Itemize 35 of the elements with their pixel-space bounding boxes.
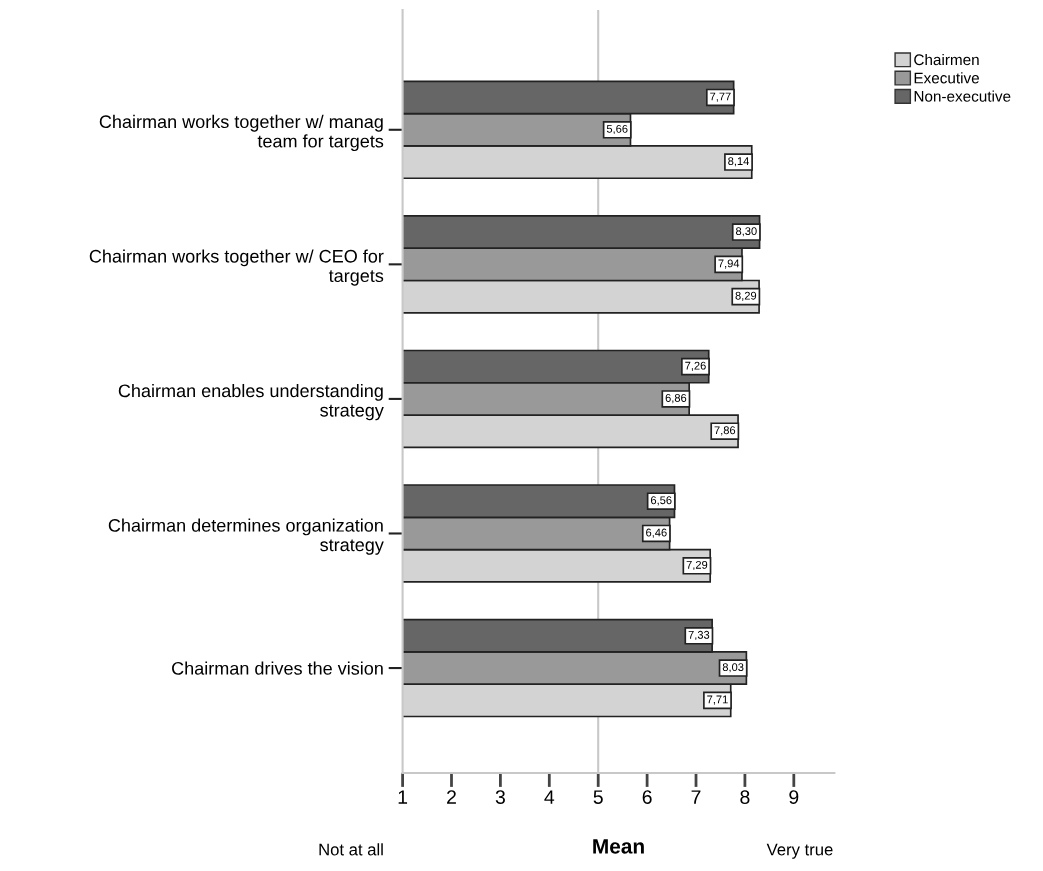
legend-label: Non-executive xyxy=(914,90,1011,102)
y-tick-label: Chairman enables understanding strategy xyxy=(118,383,384,421)
data-label: 7,29 xyxy=(686,560,708,571)
text: Not at all xyxy=(319,843,383,856)
x-tick-label: 2 xyxy=(447,790,456,804)
x-tick-label: 5 xyxy=(593,790,603,804)
data-label: 6,86 xyxy=(665,394,687,404)
data-label: 7,33 xyxy=(688,630,710,641)
data-label: 5,66 xyxy=(606,124,628,135)
x-tick-label: 1 xyxy=(398,790,408,804)
data-label: 7,86 xyxy=(714,426,736,436)
data-label: 8,03 xyxy=(722,663,744,673)
legend-label: Executive xyxy=(914,72,979,84)
legend-label: Chairmen xyxy=(914,53,979,66)
data-label: 7,77 xyxy=(710,92,731,102)
x-tick-label: 9 xyxy=(789,790,799,804)
y-tick-label: Chairman works together w/ CEO for targets xyxy=(89,249,384,286)
x-tick-label: 7 xyxy=(691,790,701,804)
y-tick-label: Chairman determines organization strategy xyxy=(108,518,384,555)
data-label: 8,14 xyxy=(728,157,749,167)
data-label: 7,26 xyxy=(685,361,706,371)
y-tick-label: Chairman works together w/ manag team for targets xyxy=(99,114,384,152)
x-axis-title: Mean xyxy=(593,839,644,854)
data-label: 6,56 xyxy=(650,496,672,506)
data-label: 6,46 xyxy=(646,528,667,538)
text: Very true xyxy=(766,843,833,859)
x-tick-label: 6 xyxy=(642,790,652,804)
data-label: 8,30 xyxy=(735,227,757,237)
x-tick-label: 8 xyxy=(740,790,750,804)
x-tick-label: 3 xyxy=(495,790,505,804)
data-label: 8,29 xyxy=(735,291,757,301)
data-label: 7,71 xyxy=(707,695,728,705)
x-tick-label: 4 xyxy=(544,790,555,804)
data-label: 7,94 xyxy=(718,259,740,269)
y-tick-label: Chairman drives the vision xyxy=(172,661,383,675)
